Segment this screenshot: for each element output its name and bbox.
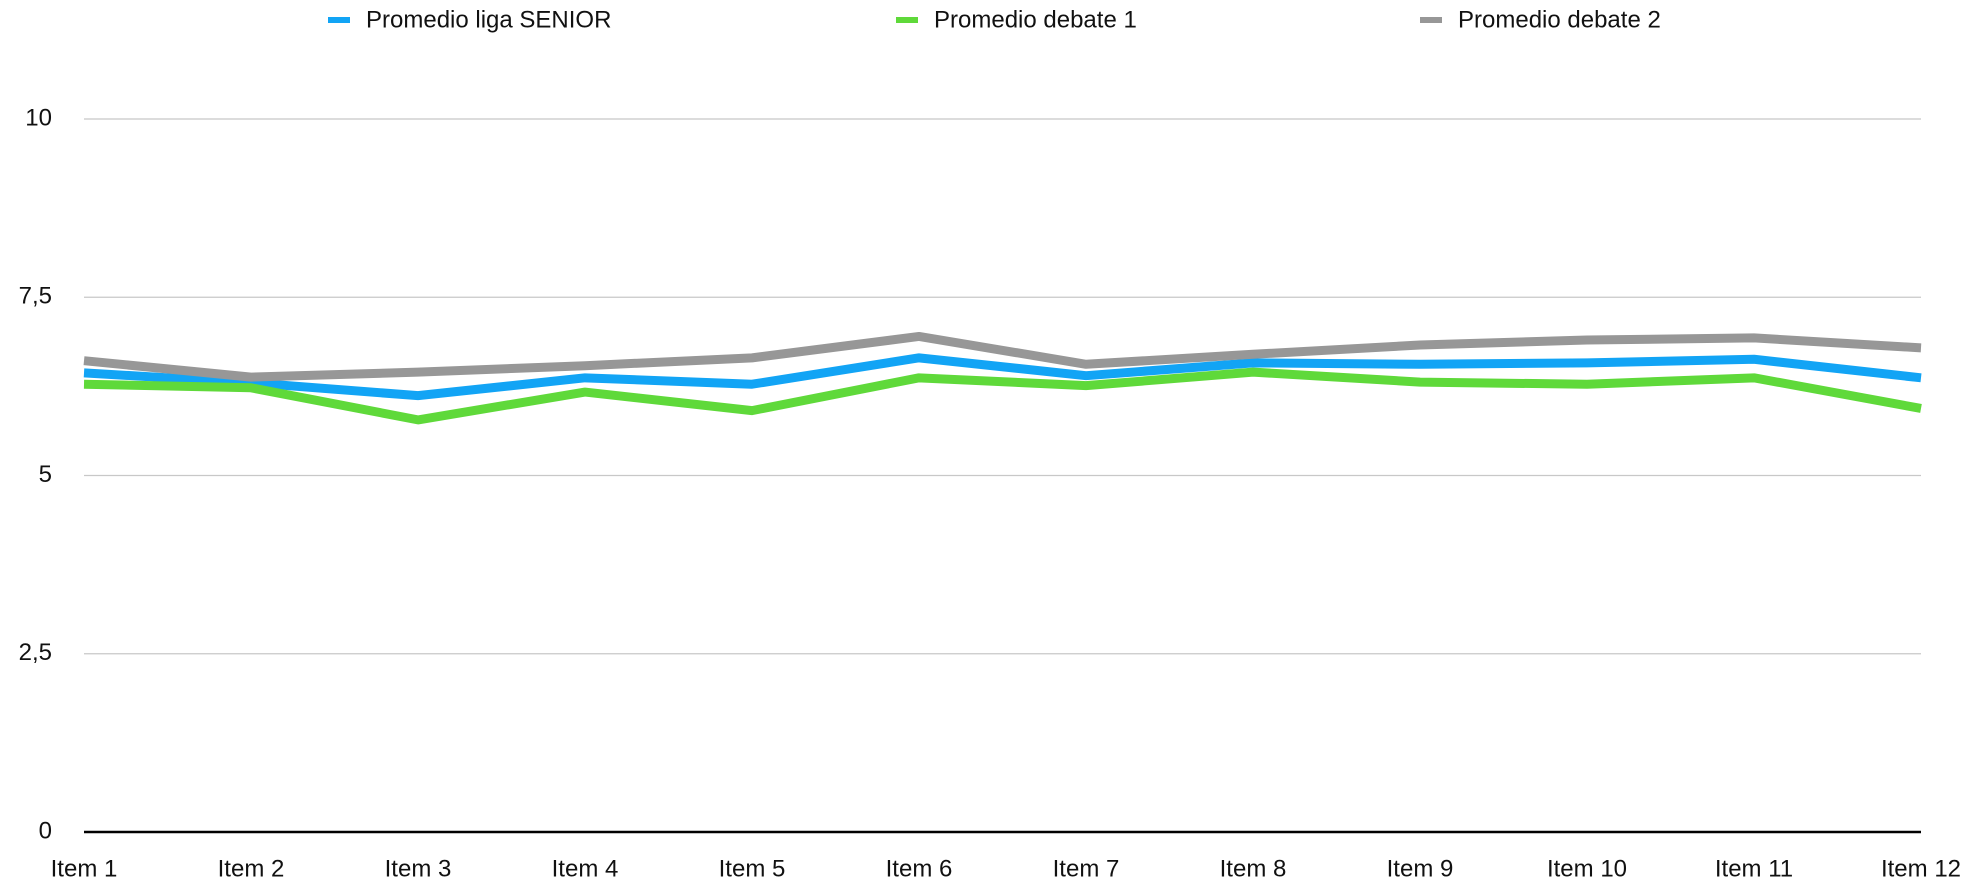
x-tick-label: Item 12 [1881, 855, 1961, 880]
legend-label: Promedio liga SENIOR [366, 6, 611, 33]
y-tick-label: 7,5 [19, 283, 52, 310]
series-line [83, 367, 1922, 425]
x-tick-label: Item 2 [218, 855, 285, 880]
series-line [83, 331, 1922, 382]
series-line [83, 353, 1922, 401]
x-tick-label: Item 6 [886, 855, 953, 880]
x-tick-label: Item 3 [385, 855, 452, 880]
x-tick-label: Item 7 [1053, 855, 1120, 880]
x-tick-label: Item 1 [51, 855, 118, 880]
y-tick-label: 10 [25, 104, 52, 131]
x-tick-label: Item 5 [719, 855, 786, 880]
x-tick-label: Item 11 [1715, 855, 1793, 880]
y-tick-label: 0 [39, 817, 52, 844]
y-tick-label: 5 [39, 461, 52, 488]
x-tick-label: Item 10 [1547, 855, 1627, 880]
x-tick-label: Item 9 [1387, 855, 1454, 880]
legend-label: Promedio debate 1 [934, 6, 1137, 33]
x-tick-label: Item 4 [552, 855, 619, 880]
x-tick-label: Item 8 [1220, 855, 1287, 880]
legend-label: Promedio debate 2 [1458, 6, 1661, 33]
y-tick-label: 2,5 [19, 639, 52, 666]
